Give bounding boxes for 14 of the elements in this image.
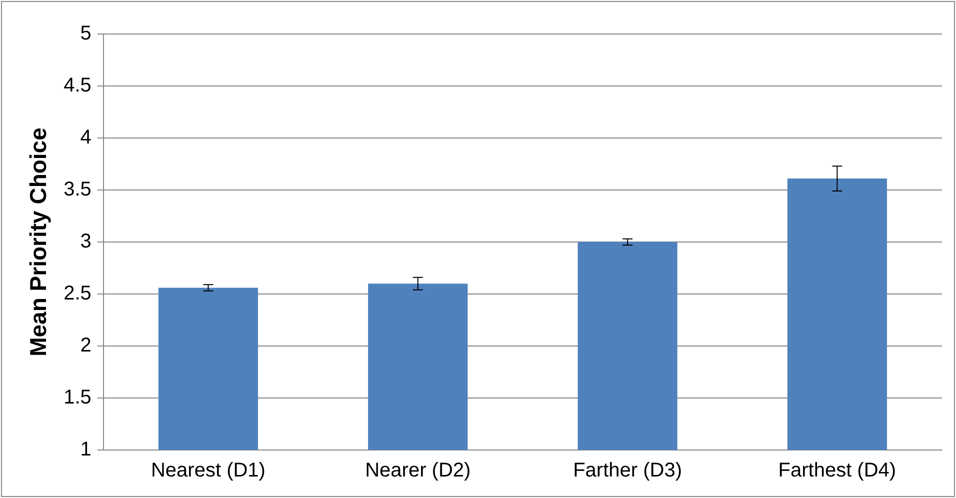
- y-tick-label: 1.5: [64, 386, 92, 409]
- y-tick-label: 2: [80, 334, 92, 357]
- y-tick-label: 5: [80, 22, 92, 45]
- y-tick-label: 2.5: [64, 282, 92, 305]
- y-tick-label: 1: [80, 438, 92, 461]
- y-axis-title: Mean Priority Choice: [25, 128, 52, 356]
- y-tick-label: 3: [80, 230, 92, 253]
- x-tick-label: Farthest (D4): [778, 460, 896, 482]
- y-tick-label: 3.5: [64, 178, 92, 201]
- x-tick-label: Nearest (D1): [150, 460, 266, 482]
- y-tick-label: 4.5: [64, 74, 92, 97]
- x-tick-label: Farther (D3): [573, 460, 682, 482]
- y-tick-label: 4: [80, 126, 92, 149]
- x-tick-label: Nearer (D2): [365, 460, 471, 482]
